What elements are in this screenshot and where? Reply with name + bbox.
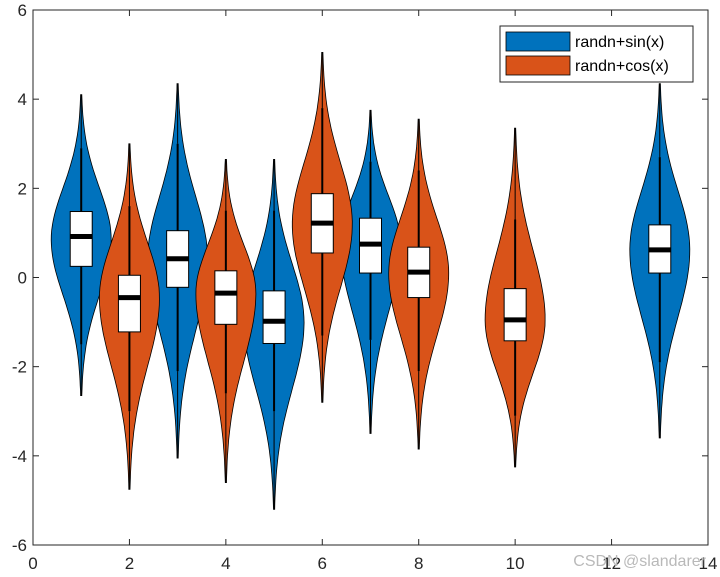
y-tick-label: -4	[12, 447, 27, 466]
y-tick-label: 4	[18, 90, 27, 109]
violin	[98, 143, 160, 490]
y-tick-label: 6	[18, 1, 27, 20]
legend-swatch	[505, 31, 571, 52]
legend: randn+sin(x) randn+cos(x)	[499, 25, 694, 83]
legend-label: randn+sin(x)	[575, 34, 664, 51]
violin-box	[262, 290, 286, 344]
violin	[243, 159, 305, 510]
violin-group	[50, 52, 691, 510]
x-tick-label: 14	[699, 554, 718, 573]
violin	[195, 159, 257, 483]
violin	[629, 83, 691, 439]
y-tick-label: -2	[12, 358, 27, 377]
legend-swatch	[505, 55, 571, 76]
x-tick-label: 6	[318, 554, 327, 573]
y-tick-label: -6	[12, 536, 27, 555]
y-tick-label: 0	[18, 269, 27, 288]
violin	[340, 109, 401, 434]
x-tick-label: 8	[414, 554, 423, 573]
violin-box	[503, 288, 527, 342]
violin	[484, 127, 546, 468]
violin	[147, 83, 208, 459]
x-tick-label: 2	[125, 554, 134, 573]
x-tick-label: 0	[28, 554, 37, 573]
violin	[291, 52, 353, 403]
violin-box	[117, 274, 141, 333]
violin	[388, 118, 450, 450]
violin	[50, 94, 112, 396]
x-tick-label: 4	[221, 554, 230, 573]
legend-label: randn+cos(x)	[575, 58, 669, 75]
violin-box	[214, 270, 238, 325]
x-tick-label: 12	[602, 554, 621, 573]
watermark: CSDN @slandarer	[573, 553, 706, 570]
y-tick-label: 2	[18, 179, 27, 198]
x-tick-label: 10	[506, 554, 525, 573]
axes: 0 2 4 6 8 10 12 14 -6 -4 -2 0 2 4 6	[12, 1, 718, 573]
